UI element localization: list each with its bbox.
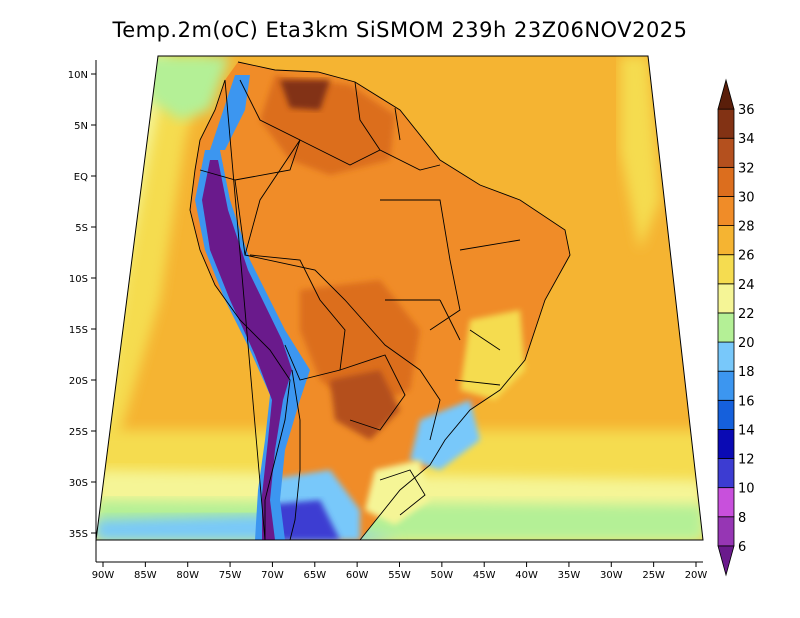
colorbar-swatch xyxy=(717,166,735,197)
temperature-field xyxy=(96,56,703,540)
colorbar-swatch xyxy=(717,283,735,314)
andes-cold-ridge xyxy=(202,160,292,540)
colorbar-label: 18 xyxy=(738,365,755,380)
atlantic-north-mild xyxy=(620,56,660,250)
lat-tick-label: 5S xyxy=(75,223,88,234)
lon-tick-label: 40W xyxy=(515,570,538,581)
lat-tick-label: 35S xyxy=(69,529,88,540)
lon-tick-label: 20W xyxy=(685,570,708,581)
lat-tick-label: EQ xyxy=(74,172,88,183)
colorbar-label: 32 xyxy=(738,161,755,176)
colorbar-swatch xyxy=(717,254,735,285)
lat-tick-label: 10S xyxy=(69,274,88,285)
colorbar-swatch xyxy=(717,516,735,547)
lat-tick-label: 30S xyxy=(69,478,88,489)
colombia-border xyxy=(234,79,301,181)
colorbar-swatch xyxy=(717,429,735,459)
colorbar-swatch xyxy=(717,78,735,110)
colorbar-label: 12 xyxy=(738,453,755,468)
lon-tick-label: 70W xyxy=(261,570,284,581)
lat-tick-label: 20S xyxy=(69,376,88,387)
lat-tick-label: 5N xyxy=(74,121,88,132)
andes-northern xyxy=(210,75,250,150)
colorbar-swatch xyxy=(717,108,735,139)
colorbar-label: 24 xyxy=(738,278,755,293)
colorbar-swatch xyxy=(717,137,735,168)
hot-chaco xyxy=(330,370,400,440)
colorbar-label: 16 xyxy=(738,394,755,409)
colorbar-swatch xyxy=(717,196,735,226)
colorbar-label: 36 xyxy=(738,103,755,118)
colorbar-label: 22 xyxy=(738,307,755,322)
colorbar-label: 34 xyxy=(738,132,755,147)
lon-tick-label: 80W xyxy=(176,570,199,581)
colorbar-label: 30 xyxy=(738,190,755,205)
lon-tick-label: 45W xyxy=(473,570,496,581)
colorbar-swatch xyxy=(717,399,735,430)
colorbar-swatch xyxy=(717,458,735,489)
uruguay-border xyxy=(379,469,426,516)
colorbar-label: 28 xyxy=(738,220,755,235)
lon-tick-label: 65W xyxy=(303,570,326,581)
colorbar-swatch xyxy=(717,312,735,343)
colorbar-label: 26 xyxy=(738,249,755,264)
colorbar-label: 8 xyxy=(738,511,746,526)
mild-east-highlands xyxy=(460,310,525,400)
guianas-border xyxy=(354,81,401,151)
longitude-axis: 90W 85W 80W 75W 70W 65W 60W 55W 50W 45W 40W 35W 30W 2… xyxy=(92,562,708,581)
lon-tick-label: 85W xyxy=(134,570,157,581)
lon-tick-label: 25W xyxy=(642,570,665,581)
lon-tick-label: 35W xyxy=(558,570,581,581)
colorbar-label: 10 xyxy=(738,482,755,497)
colorbar-swatch xyxy=(717,225,735,256)
map-title: Temp.2m(oC) Eta3km SiSMOM 239h 23Z06NOV2… xyxy=(112,18,688,42)
lon-tick-label: 60W xyxy=(346,570,369,581)
country-borders xyxy=(189,61,571,541)
colorbar-label: 20 xyxy=(738,336,755,351)
lon-tick-label: 30W xyxy=(600,570,623,581)
colorbar: 6 8 10 12 14 16 18 20 22 24 26 28 30 32 34 36 xyxy=(717,78,755,577)
domain-frame xyxy=(95,55,704,541)
colorbar-swatch xyxy=(717,545,735,577)
lon-tick-label: 55W xyxy=(388,570,411,581)
cool-southeast xyxy=(410,400,480,470)
lat-tick-label: 25S xyxy=(69,427,88,438)
pacific-north-cool xyxy=(140,56,230,120)
paraguay-border xyxy=(339,354,406,431)
lon-tick-label: 75W xyxy=(219,570,242,581)
hot-venezuela xyxy=(280,80,330,110)
bolivia-border xyxy=(249,254,346,381)
lat-tick-label: 15S xyxy=(69,325,88,336)
colorbar-label: 6 xyxy=(738,540,746,555)
lat-tick-label: 10N xyxy=(68,70,88,81)
colorbar-swatch xyxy=(717,487,735,518)
colorbar-label: 14 xyxy=(738,423,755,438)
colorbar-swatch xyxy=(717,370,735,401)
brazil-states xyxy=(380,199,521,386)
peru-ecuador-border xyxy=(199,169,246,256)
lon-tick-label: 90W xyxy=(92,570,115,581)
lon-tick-label: 50W xyxy=(431,570,454,581)
colorbar-swatch xyxy=(717,341,735,372)
argentina-chile-border xyxy=(289,369,301,541)
latitude-axis: 10N 5N EQ 5S 10S 15S 20S 25S 30S 35S xyxy=(68,70,96,540)
